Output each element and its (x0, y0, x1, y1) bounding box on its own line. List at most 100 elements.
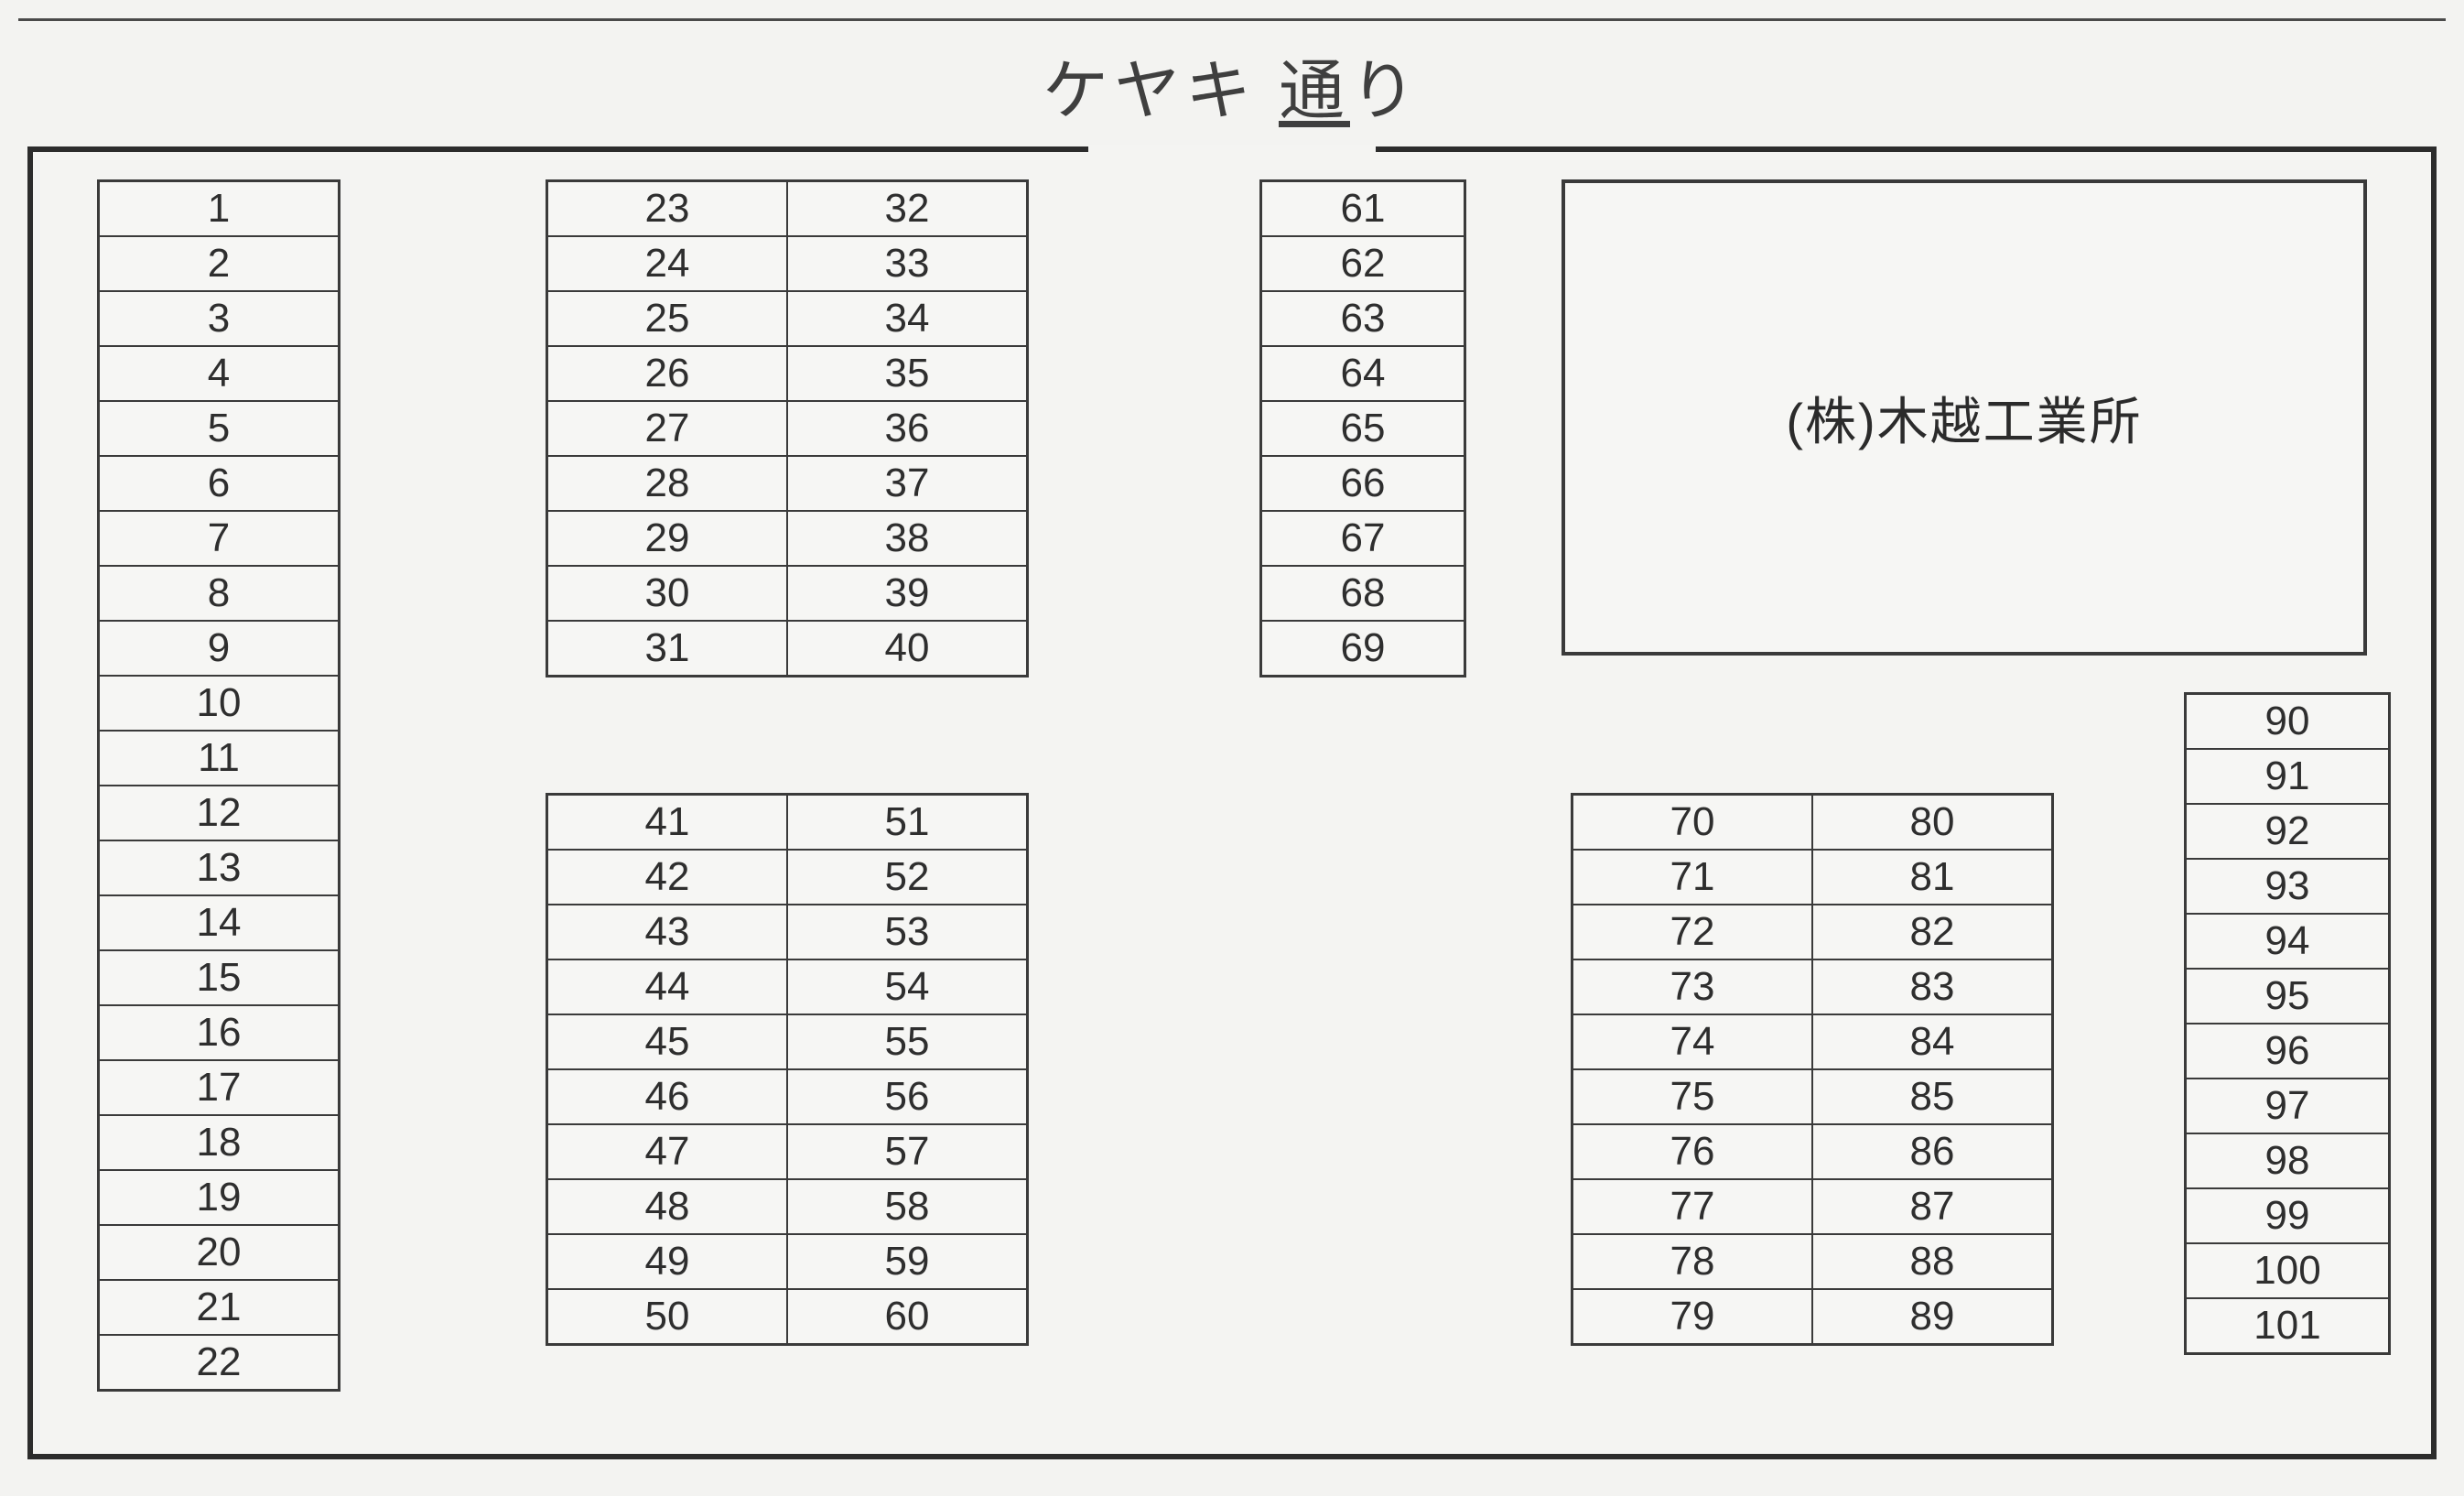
parking-row: 101 (2186, 1298, 2390, 1354)
parking-space: 39 (787, 566, 1028, 621)
parking-space: 81 (1812, 850, 2053, 905)
parking-space: 46 (547, 1069, 788, 1124)
parking-row: 7585 (1572, 1069, 2053, 1124)
parking-space: 77 (1572, 1179, 1813, 1234)
parking-row: 22 (99, 1335, 340, 1391)
parking-row: 92 (2186, 804, 2390, 859)
parking-row: 19 (99, 1170, 340, 1225)
parking-row: 7282 (1572, 905, 2053, 959)
top-rule (18, 18, 2446, 21)
parking-space: 53 (787, 905, 1028, 959)
parking-row: 91 (2186, 749, 2390, 804)
parking-space: 27 (547, 401, 788, 456)
parking-space: 60 (787, 1289, 1028, 1345)
parking-space: 49 (547, 1234, 788, 1289)
parking-space: 101 (2186, 1298, 2390, 1354)
parking-space: 31 (547, 621, 788, 677)
parking-space: 65 (1261, 401, 1465, 456)
parking-space: 1 (99, 181, 340, 237)
parking-space: 25 (547, 291, 788, 346)
parking-space: 80 (1812, 795, 2053, 851)
parking-space: 37 (787, 456, 1028, 511)
parking-row: 8 (99, 566, 340, 621)
parking-row: 68 (1261, 566, 1465, 621)
title-prefix: ケヤキ (1043, 55, 1279, 128)
parking-row: 2837 (547, 456, 1028, 511)
parking-space: 98 (2186, 1133, 2390, 1188)
parking-row: 20 (99, 1225, 340, 1280)
parking-row: 5 (99, 401, 340, 456)
parking-space: 26 (547, 346, 788, 401)
parking-row: 90 (2186, 694, 2390, 750)
parking-row: 15 (99, 950, 340, 1005)
parking-space: 90 (2186, 694, 2390, 750)
parking-row: 7989 (1572, 1289, 2053, 1345)
parking-space: 59 (787, 1234, 1028, 1289)
parking-row: 65 (1261, 401, 1465, 456)
parking-space: 42 (547, 850, 788, 905)
parking-space: 86 (1812, 1124, 2053, 1179)
parking-space: 99 (2186, 1188, 2390, 1243)
parking-space: 12 (99, 786, 340, 840)
parking-space: 84 (1812, 1014, 2053, 1069)
parking-row: 14 (99, 895, 340, 950)
parking-space: 78 (1572, 1234, 1813, 1289)
parking-space: 24 (547, 236, 788, 291)
parking-space: 61 (1261, 181, 1465, 237)
parking-row: 4353 (547, 905, 1028, 959)
parking-space: 5 (99, 401, 340, 456)
building-label: (株)木越工業所 (1786, 381, 2142, 455)
parking-row: 17 (99, 1060, 340, 1115)
parking-row: 7484 (1572, 1014, 2053, 1069)
parking-row: 3140 (547, 621, 1028, 677)
parking-row: 4151 (547, 795, 1028, 851)
parking-space: 35 (787, 346, 1028, 401)
parking-row: 1 (99, 181, 340, 237)
parking-space: 100 (2186, 1243, 2390, 1298)
parking-space: 88 (1812, 1234, 2053, 1289)
parking-space: 38 (787, 511, 1028, 566)
parking-space: 21 (99, 1280, 340, 1335)
parking-block-C: 4151425243534454455546564757485849595060 (546, 793, 1029, 1346)
parking-row: 4 (99, 346, 340, 401)
parking-row: 4959 (547, 1234, 1028, 1289)
parking-space: 64 (1261, 346, 1465, 401)
parking-space: 11 (99, 731, 340, 786)
parking-row: 6 (99, 456, 340, 511)
parking-space: 4 (99, 346, 340, 401)
parking-row: 66 (1261, 456, 1465, 511)
parking-space: 87 (1812, 1179, 2053, 1234)
parking-space: 54 (787, 959, 1028, 1014)
parking-row: 5060 (547, 1289, 1028, 1345)
parking-space: 9 (99, 621, 340, 676)
parking-row: 98 (2186, 1133, 2390, 1188)
page-title: ケヤキ 通り (0, 37, 2464, 133)
parking-space: 63 (1261, 291, 1465, 346)
parking-space: 50 (547, 1289, 788, 1345)
parking-space: 8 (99, 566, 340, 621)
parking-space: 76 (1572, 1124, 1813, 1179)
parking-block-D: 616263646566676869 (1259, 179, 1466, 678)
parking-block-A: 12345678910111213141516171819202122 (97, 179, 340, 1392)
parking-row: 64 (1261, 346, 1465, 401)
parking-space: 17 (99, 1060, 340, 1115)
parking-block-E: 7080718172827383748475857686778778887989 (1571, 793, 2054, 1346)
building-box: (株)木越工業所 (1562, 179, 2367, 656)
parking-row: 63 (1261, 291, 1465, 346)
lot-area: (株)木越工業所 1234567891011121314151617181920… (27, 146, 2437, 1459)
parking-row: 4858 (547, 1179, 1028, 1234)
parking-space: 79 (1572, 1289, 1813, 1345)
parking-row: 2938 (547, 511, 1028, 566)
parking-space: 92 (2186, 804, 2390, 859)
parking-space: 95 (2186, 969, 2390, 1024)
parking-space: 40 (787, 621, 1028, 677)
parking-space: 93 (2186, 859, 2390, 914)
parking-space: 62 (1261, 236, 1465, 291)
parking-row: 99 (2186, 1188, 2390, 1243)
parking-space: 83 (1812, 959, 2053, 1014)
parking-row: 13 (99, 840, 340, 895)
parking-space: 33 (787, 236, 1028, 291)
parking-space: 6 (99, 456, 340, 511)
parking-row: 4656 (547, 1069, 1028, 1124)
parking-space: 72 (1572, 905, 1813, 959)
